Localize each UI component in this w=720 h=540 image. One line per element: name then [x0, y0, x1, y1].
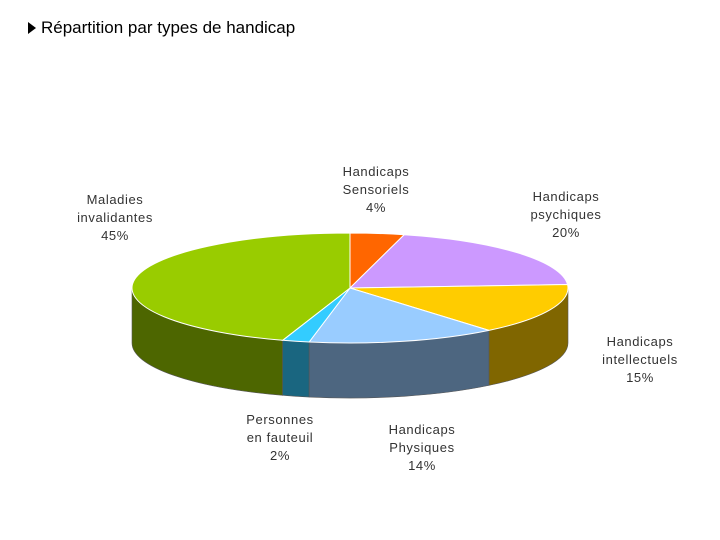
label-handicaps-sensoriels: Handicaps Sensoriels 4%: [343, 164, 410, 215]
label-handicaps-intellectuels: Handicaps intellectuels 15%: [602, 334, 678, 385]
label-handicaps-physiques: Handicaps Physiques 14%: [389, 422, 456, 473]
slice-personnes-en-fauteuil-side: [282, 339, 310, 398]
pie-side-walls: [131, 287, 569, 399]
chart-title-text: Répartition par types de handicap: [41, 18, 296, 37]
slice-handicaps-intellectuels: [349, 284, 569, 331]
slice-labels: Handicaps Sensoriels 4% Handicaps psychiques…: [77, 164, 678, 473]
pie-top: [131, 232, 569, 344]
label-handicaps-psychiques: Handicaps psychiques 20%: [530, 189, 601, 240]
slice-maladies-invalidantes: [131, 232, 351, 341]
slice-handicaps-psychiques: [348, 234, 569, 289]
label-personnes-en-fauteuil: Personnes en fauteuil 2%: [246, 412, 314, 463]
label-maladies-invalidantes: Maladies invalidantes 45%: [77, 192, 153, 243]
triangle-bullet-icon: [28, 22, 36, 34]
slice-handicaps-physiques: [308, 287, 490, 344]
chart-title: Répartition par types de handicap: [28, 18, 295, 38]
